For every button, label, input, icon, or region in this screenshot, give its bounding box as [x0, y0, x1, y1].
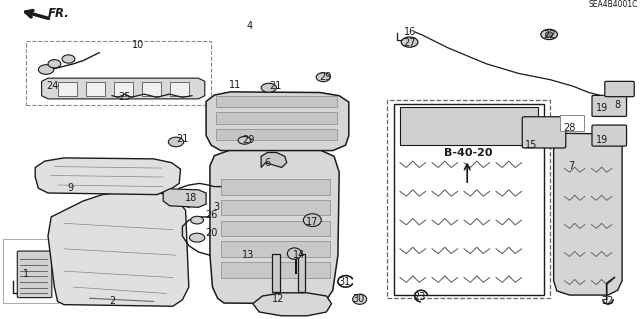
Text: 12: 12	[272, 294, 285, 304]
Bar	[394, 104, 544, 295]
Ellipse shape	[316, 73, 330, 82]
Ellipse shape	[401, 37, 418, 47]
Text: 19: 19	[595, 103, 608, 114]
Bar	[298, 254, 305, 292]
FancyBboxPatch shape	[592, 95, 627, 116]
Polygon shape	[261, 152, 287, 167]
Text: 30: 30	[352, 294, 365, 304]
Text: 29: 29	[242, 135, 255, 145]
Text: 1: 1	[22, 269, 29, 279]
Text: 29: 29	[319, 72, 332, 82]
Text: 13: 13	[241, 249, 254, 260]
Ellipse shape	[303, 214, 321, 226]
Text: 16: 16	[403, 27, 416, 37]
Ellipse shape	[189, 233, 205, 242]
Bar	[221, 262, 330, 278]
Ellipse shape	[287, 248, 301, 259]
Text: 22: 22	[543, 30, 556, 40]
FancyArrowPatch shape	[26, 11, 49, 19]
Bar	[142, 82, 161, 96]
Polygon shape	[253, 293, 332, 316]
Bar	[216, 129, 337, 140]
Text: SEA4B4001C: SEA4B4001C	[589, 0, 638, 9]
Ellipse shape	[191, 216, 204, 224]
Text: 26: 26	[205, 210, 218, 220]
Text: 11: 11	[229, 79, 242, 90]
Text: 14: 14	[292, 249, 305, 260]
Text: 32: 32	[602, 296, 614, 307]
Bar	[560, 115, 584, 131]
Ellipse shape	[238, 137, 251, 144]
Ellipse shape	[261, 83, 276, 92]
Text: 28: 28	[563, 122, 576, 133]
Text: 4: 4	[246, 20, 253, 31]
Bar	[216, 96, 337, 107]
Text: 25: 25	[118, 92, 131, 102]
Text: 21: 21	[176, 134, 189, 144]
FancyBboxPatch shape	[522, 117, 566, 148]
Text: 15: 15	[525, 140, 538, 150]
Text: 8: 8	[614, 100, 621, 110]
Text: B-40-20: B-40-20	[444, 148, 493, 158]
Text: 3: 3	[213, 202, 220, 212]
Bar	[387, 100, 550, 298]
FancyBboxPatch shape	[592, 125, 627, 146]
Text: 31: 31	[338, 277, 351, 287]
Bar	[221, 200, 330, 215]
Text: 17: 17	[306, 217, 319, 227]
Bar	[3, 239, 58, 303]
Text: 2: 2	[109, 296, 115, 307]
Polygon shape	[206, 92, 349, 151]
Ellipse shape	[62, 55, 75, 63]
Bar	[26, 41, 211, 105]
Ellipse shape	[48, 60, 61, 68]
Polygon shape	[48, 191, 189, 306]
Text: 9: 9	[67, 183, 74, 193]
Bar	[58, 82, 77, 96]
Bar	[170, 82, 189, 96]
Text: 19: 19	[595, 135, 608, 145]
Ellipse shape	[353, 294, 367, 304]
Bar	[216, 112, 337, 124]
Bar	[272, 254, 280, 292]
Text: 10: 10	[131, 40, 144, 50]
Text: 27: 27	[403, 38, 416, 48]
Polygon shape	[42, 78, 205, 99]
Ellipse shape	[545, 32, 553, 37]
Bar	[221, 241, 330, 257]
Text: 7: 7	[568, 161, 574, 171]
Polygon shape	[163, 189, 206, 207]
Text: 18: 18	[184, 193, 197, 203]
Bar	[400, 107, 538, 145]
Polygon shape	[554, 133, 622, 295]
Ellipse shape	[541, 29, 557, 40]
Text: 23: 23	[413, 292, 426, 302]
Bar	[86, 82, 105, 96]
Polygon shape	[35, 158, 180, 195]
Bar	[221, 179, 330, 195]
Text: FR.: FR.	[48, 7, 70, 20]
Ellipse shape	[38, 65, 54, 74]
Ellipse shape	[168, 137, 184, 147]
FancyBboxPatch shape	[605, 81, 634, 97]
Polygon shape	[210, 150, 339, 304]
Text: 20: 20	[205, 228, 218, 238]
Text: 6: 6	[264, 158, 271, 168]
FancyBboxPatch shape	[17, 251, 52, 298]
Bar	[221, 221, 330, 236]
Text: 21: 21	[269, 81, 282, 91]
Text: 24: 24	[46, 81, 59, 91]
Bar	[114, 82, 133, 96]
